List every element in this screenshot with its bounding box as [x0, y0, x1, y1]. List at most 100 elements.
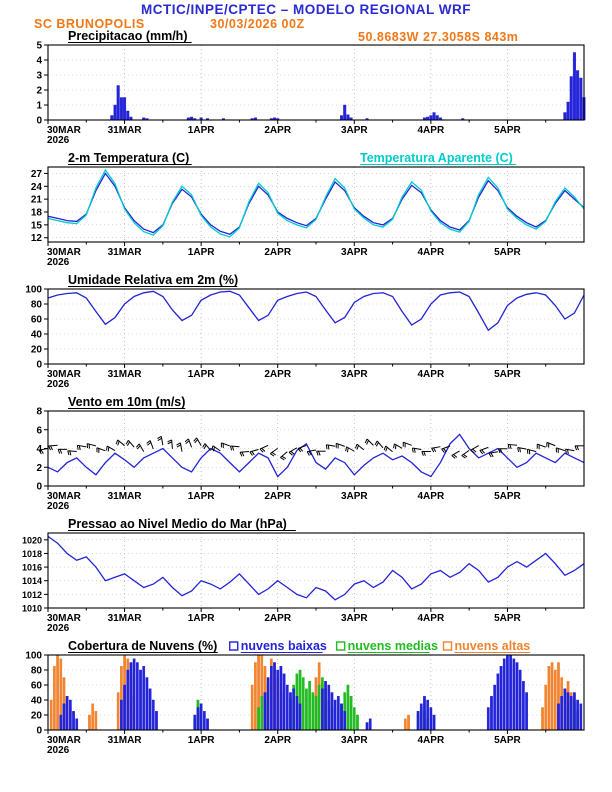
svg-text:1016: 1016: [22, 563, 42, 573]
svg-text:1APR: 1APR: [188, 735, 215, 746]
svg-text:2026: 2026: [47, 379, 70, 390]
svg-text:1APR: 1APR: [188, 247, 215, 258]
svg-text:20: 20: [31, 345, 43, 356]
svg-text:30MAR: 30MAR: [47, 613, 82, 624]
svg-text:Cobertura de Nuvens (%): Cobertura de Nuvens (%): [68, 639, 217, 653]
svg-text:60: 60: [31, 681, 43, 692]
svg-text:1020: 1020: [22, 535, 42, 545]
svg-text:5APR: 5APR: [494, 369, 521, 380]
svg-text:2-m Temperatura (C): 2-m Temperatura (C): [68, 151, 189, 165]
svg-text:4APR: 4APR: [418, 369, 445, 380]
svg-text:30MAR: 30MAR: [47, 125, 82, 136]
svg-text:2026: 2026: [47, 135, 70, 146]
svg-text:31MAR: 31MAR: [108, 735, 143, 746]
svg-text:5: 5: [36, 41, 42, 52]
svg-text:2: 2: [36, 86, 42, 97]
svg-text:3APR: 3APR: [341, 491, 368, 502]
svg-text:30MAR: 30MAR: [47, 735, 82, 746]
station-name: SC BRUNOPOLIS: [34, 17, 145, 31]
svg-text:100: 100: [25, 285, 42, 296]
svg-text:24: 24: [31, 182, 43, 193]
svg-text:3APR: 3APR: [341, 613, 368, 624]
page-title: MCTIC/INPE/CPTEC – MODELO REGIONAL WRF: [140, 2, 471, 17]
svg-text:1APR: 1APR: [188, 369, 215, 380]
svg-text:4APR: 4APR: [418, 613, 445, 624]
svg-text:nuvens medias: nuvens medias: [348, 639, 438, 653]
svg-text:4APR: 4APR: [418, 247, 445, 258]
svg-text:Precipitacao (mm/h): Precipitacao (mm/h): [68, 29, 187, 43]
svg-text:20: 20: [31, 711, 43, 722]
station-coordinates: 50.8683W 27.3058S 843m: [358, 30, 519, 44]
svg-text:5APR: 5APR: [494, 735, 521, 746]
svg-text:2APR: 2APR: [264, 735, 291, 746]
svg-text:12: 12: [31, 233, 43, 244]
svg-text:4APR: 4APR: [418, 491, 445, 502]
svg-text:0: 0: [36, 482, 42, 493]
run-datetime: 30/03/2026 00Z: [210, 17, 305, 31]
svg-text:30MAR: 30MAR: [47, 247, 82, 258]
svg-text:1014: 1014: [22, 576, 42, 586]
svg-text:8: 8: [36, 407, 42, 418]
svg-text:Pressao ao Nivel Medio do Mar: Pressao ao Nivel Medio do Mar (hPa): [68, 517, 287, 531]
svg-text:60: 60: [31, 315, 43, 326]
svg-text:40: 40: [31, 696, 43, 707]
svg-text:3APR: 3APR: [341, 125, 368, 136]
svg-text:2026: 2026: [47, 501, 70, 512]
svg-text:Vento em 10m (m/s): Vento em 10m (m/s): [68, 395, 185, 409]
svg-text:2APR: 2APR: [264, 125, 291, 136]
svg-text:31MAR: 31MAR: [108, 125, 143, 136]
svg-text:0: 0: [36, 116, 42, 127]
svg-text:30MAR: 30MAR: [47, 491, 82, 502]
svg-text:30MAR: 30MAR: [47, 369, 82, 380]
svg-text:80: 80: [31, 666, 43, 677]
svg-text:15: 15: [31, 220, 43, 231]
svg-text:5APR: 5APR: [494, 247, 521, 258]
svg-text:5APR: 5APR: [494, 125, 521, 136]
svg-text:4APR: 4APR: [418, 125, 445, 136]
svg-text:100: 100: [25, 651, 42, 662]
svg-text:3APR: 3APR: [341, 369, 368, 380]
svg-text:1012: 1012: [22, 590, 42, 600]
svg-text:2APR: 2APR: [264, 369, 291, 380]
svg-text:0: 0: [36, 360, 42, 371]
svg-text:2026: 2026: [47, 623, 70, 634]
svg-text:31MAR: 31MAR: [108, 369, 143, 380]
svg-text:31MAR: 31MAR: [108, 247, 143, 258]
svg-text:4: 4: [36, 56, 42, 67]
svg-text:3APR: 3APR: [341, 735, 368, 746]
svg-text:1APR: 1APR: [188, 613, 215, 624]
svg-text:1010: 1010: [22, 604, 42, 614]
svg-text:4APR: 4APR: [418, 735, 445, 746]
svg-text:1APR: 1APR: [188, 491, 215, 502]
svg-text:1APR: 1APR: [188, 125, 215, 136]
svg-text:40: 40: [31, 330, 43, 341]
svg-text:2026: 2026: [47, 257, 70, 268]
svg-text:Temperatura Aparente (C): Temperatura Aparente (C): [360, 151, 513, 165]
svg-text:nuvens baixas: nuvens baixas: [241, 639, 327, 653]
svg-text:2APR: 2APR: [264, 247, 291, 258]
svg-text:1: 1: [36, 101, 42, 112]
svg-text:5APR: 5APR: [494, 613, 521, 624]
svg-text:4: 4: [36, 444, 42, 455]
svg-text:21: 21: [31, 195, 43, 206]
svg-text:5APR: 5APR: [494, 491, 521, 502]
svg-text:2APR: 2APR: [264, 613, 291, 624]
svg-text:80: 80: [31, 300, 43, 311]
svg-text:3APR: 3APR: [341, 247, 368, 258]
svg-text:2APR: 2APR: [264, 491, 291, 502]
svg-text:31MAR: 31MAR: [108, 613, 143, 624]
svg-text:31MAR: 31MAR: [108, 491, 143, 502]
svg-text:Umidade Relativa em 2m (%): Umidade Relativa em 2m (%): [68, 273, 238, 287]
svg-text:nuvens altas: nuvens altas: [455, 639, 531, 653]
svg-text:2: 2: [36, 463, 42, 474]
svg-text:27: 27: [31, 169, 43, 180]
svg-text:18: 18: [31, 208, 43, 219]
